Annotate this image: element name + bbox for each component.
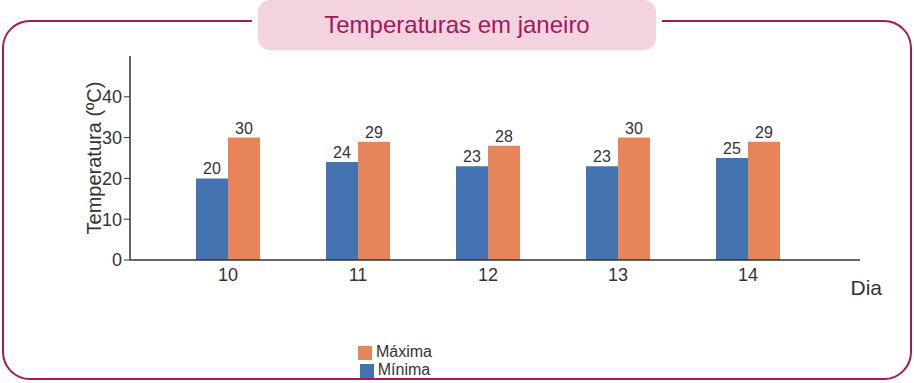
svg-text:11: 11 xyxy=(349,265,368,285)
svg-text:20: 20 xyxy=(102,168,122,189)
html-text:Temperaturas em janeiro: Temperaturas em janeiro xyxy=(324,11,590,38)
svg-text:29: 29 xyxy=(365,124,383,141)
svg-text:13: 13 xyxy=(608,265,628,285)
svg-text:30: 30 xyxy=(235,120,253,137)
svg-text:24: 24 xyxy=(333,144,351,161)
svg-text:Temperatura (ºC): Temperatura (ºC) xyxy=(83,82,105,235)
html-text:Máxima: Máxima xyxy=(376,343,432,360)
svg-text:25: 25 xyxy=(723,140,741,157)
svg-text:30: 30 xyxy=(625,120,643,137)
svg-text:29: 29 xyxy=(755,124,773,141)
svg-text:14: 14 xyxy=(738,265,758,285)
svg-text:10: 10 xyxy=(102,209,122,230)
svg-text:20: 20 xyxy=(203,160,221,177)
html-text:Mínima: Mínima xyxy=(377,361,431,378)
svg-text:30: 30 xyxy=(102,128,122,148)
svg-text:23: 23 xyxy=(593,148,611,165)
svg-text:40: 40 xyxy=(102,87,122,108)
svg-text:Dia: Dia xyxy=(850,276,882,299)
svg-text:12: 12 xyxy=(478,265,498,285)
svg-text:23: 23 xyxy=(463,148,481,165)
svg-text:0: 0 xyxy=(112,250,122,270)
svg-text:28: 28 xyxy=(495,128,513,145)
svg-text:10: 10 xyxy=(218,265,238,285)
